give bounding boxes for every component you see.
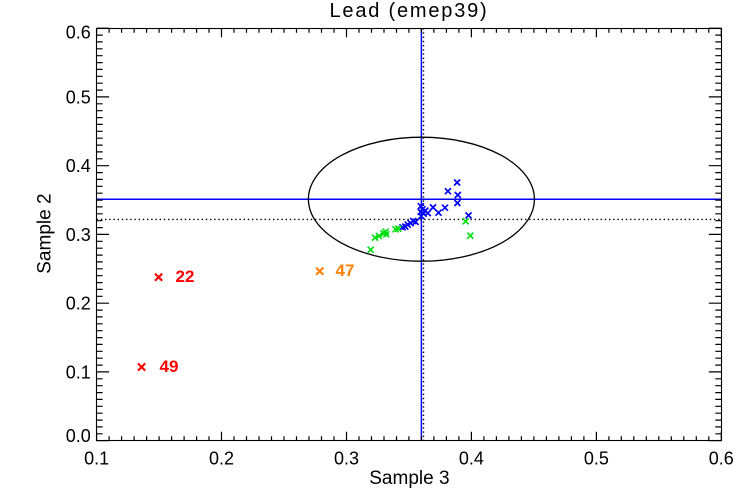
- svg-text:0.5: 0.5: [66, 87, 91, 107]
- svg-text:49: 49: [160, 357, 179, 376]
- svg-text:0.2: 0.2: [209, 449, 234, 469]
- svg-text:0.4: 0.4: [459, 449, 484, 469]
- svg-text:0.5: 0.5: [584, 449, 609, 469]
- svg-text:0.2: 0.2: [66, 294, 91, 314]
- svg-text:Sample 2: Sample 2: [35, 193, 56, 273]
- svg-text:0.3: 0.3: [66, 225, 91, 245]
- svg-text:22: 22: [176, 267, 195, 286]
- svg-text:0.4: 0.4: [66, 156, 91, 176]
- svg-text:Sample 3: Sample 3: [369, 468, 449, 489]
- svg-text:0.6: 0.6: [66, 23, 91, 43]
- svg-text:0.3: 0.3: [334, 449, 359, 469]
- svg-text:0.6: 0.6: [709, 449, 734, 469]
- svg-text:Lead (emep39): Lead (emep39): [329, 0, 488, 22]
- svg-text:0.0: 0.0: [66, 426, 91, 446]
- svg-text:0.1: 0.1: [84, 449, 109, 469]
- svg-text:47: 47: [336, 261, 355, 280]
- svg-text:0.1: 0.1: [66, 363, 91, 383]
